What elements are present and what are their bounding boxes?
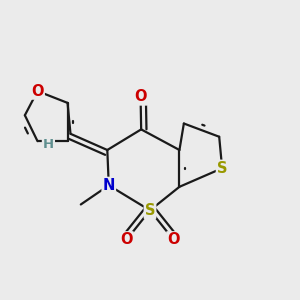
Text: H: H bbox=[43, 138, 54, 151]
Text: S: S bbox=[217, 161, 227, 176]
Text: O: O bbox=[167, 232, 180, 247]
Text: N: N bbox=[103, 178, 115, 193]
Text: O: O bbox=[31, 84, 44, 99]
Text: S: S bbox=[145, 203, 155, 218]
Text: O: O bbox=[120, 232, 133, 247]
Text: O: O bbox=[134, 89, 147, 104]
